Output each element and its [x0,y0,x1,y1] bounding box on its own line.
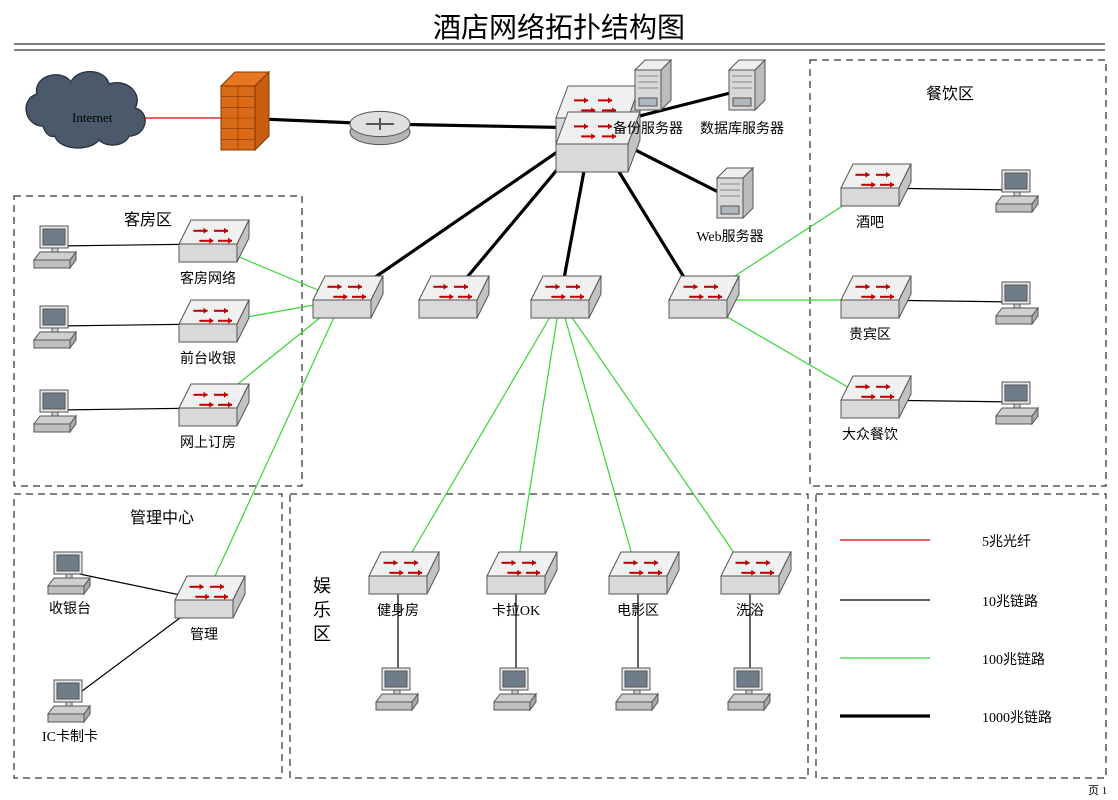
pc-icon [728,668,770,710]
page-footer: 页 1 [1088,782,1107,798]
edge-dist3-e_sw4 [560,300,750,576]
pc-icon [34,226,76,268]
router-icon [350,111,410,144]
edge-dist3-e_sw1 [398,300,560,576]
node-label-e_sw2: 卡拉OK [492,600,540,620]
node-label-g_sw1: 客房网络 [180,268,236,288]
node-label-d_sw3: 大众餐饮 [842,424,898,444]
edge-dist3-e_sw2 [516,300,560,576]
switch-icon [419,276,489,318]
server-icon [635,60,671,110]
region-legend [816,494,1106,778]
switch-icon [841,376,911,418]
node-label-e_sw3: 电影区 [617,600,659,620]
node-label-g_sw2: 前台收银 [180,348,236,368]
region-label-ent: 娱乐区 [308,576,334,648]
switch-icon [175,576,245,618]
pc-icon [34,306,76,348]
pc-icon [616,668,658,710]
pc-icon [996,382,1038,424]
node-label-m_pc2: IC卡制卡 [42,726,98,746]
server-icon [717,168,753,218]
cloud-icon: Internet [26,72,145,148]
switch-icon [179,384,249,426]
region-dining [810,60,1106,486]
region-label-guest: 客房区 [124,206,172,230]
switch-icon [531,276,601,318]
switch-icon [369,552,439,594]
switch-icon [179,300,249,342]
node-label-srv_web: Web服务器 [696,226,763,246]
switch-icon [841,276,911,318]
switch-icon [179,220,249,262]
node-label-d_sw1: 酒吧 [856,212,884,232]
firewall-icon [221,72,269,150]
pc-icon [376,668,418,710]
legend-label: 100兆链路 [982,649,1045,669]
pc-icon [48,680,90,722]
diagram-svg: Internet [0,0,1118,800]
region-label-mgmt: 管理中心 [130,504,194,528]
node-label-m_sw: 管理 [190,624,218,644]
legend-label: 1000兆链路 [982,707,1052,727]
switch-icon [669,276,739,318]
server-icon [729,60,765,110]
switch-icon [841,164,911,206]
pc-icon [34,390,76,432]
pc-icon [996,282,1038,324]
node-label-g_sw3: 网上订房 [180,432,236,452]
node-label-srv_backup: 备份服务器 [613,118,683,138]
pc-icon [494,668,536,710]
pc-icon [48,552,90,594]
region-ent [290,494,808,778]
node-label-d_sw2: 贵宾区 [849,324,891,344]
diagram-canvas: 酒店网络拓扑结构图 Internet 页 1 客房区餐饮区管理中心娱乐区备份服务… [0,0,1118,800]
node-label-srv_db: 数据库服务器 [700,118,784,138]
switch-icon [487,552,557,594]
switch-icon [721,552,791,594]
node-label-e_sw1: 健身房 [377,600,419,620]
legend-label: 5兆光纤 [982,531,1031,551]
edge-core-dist1 [342,128,592,300]
region-label-dining: 餐饮区 [926,80,974,104]
pc-icon [996,170,1038,212]
switch-icon [609,552,679,594]
node-label-m_pc1: 收银台 [49,598,91,618]
node-label-e_sw4: 洗浴 [736,600,764,620]
switch-icon [313,276,383,318]
legend-label: 10兆链路 [982,591,1038,611]
edge-dist3-e_sw3 [560,300,638,576]
svg-text:Internet: Internet [72,110,113,125]
